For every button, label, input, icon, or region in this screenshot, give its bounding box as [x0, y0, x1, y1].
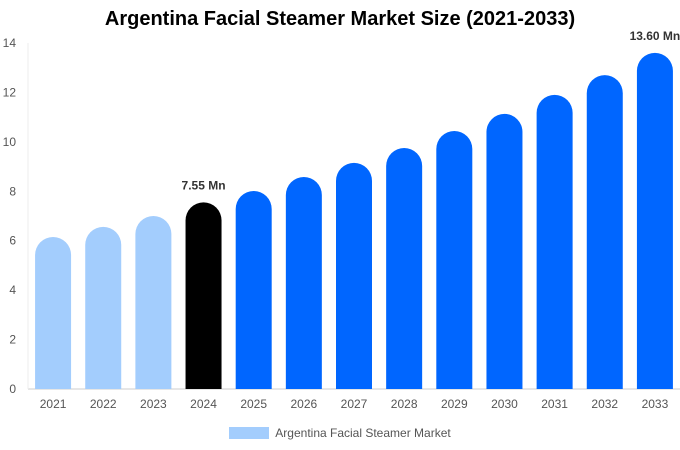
y-tick-label: 6 [9, 234, 16, 248]
bar [436, 130, 473, 390]
y-tick-label: 14 [3, 36, 17, 50]
x-tick-label: 2031 [541, 397, 568, 411]
bar [336, 162, 372, 389]
bar [85, 226, 122, 389]
bar [285, 176, 322, 389]
bar [636, 52, 673, 389]
x-tick-label: 2022 [90, 397, 117, 411]
x-tick-label: 2021 [40, 397, 67, 411]
x-tick-label: 2025 [240, 397, 267, 411]
y-tick-label: 2 [9, 333, 16, 347]
bar [35, 237, 72, 389]
bar [536, 94, 573, 389]
bar [586, 75, 623, 389]
y-tick-label: 4 [9, 283, 16, 297]
x-tick-label: 2030 [491, 397, 518, 411]
x-tick-label: 2032 [591, 397, 618, 411]
y-tick-label: 0 [9, 382, 16, 396]
x-tick-label: 2028 [391, 397, 418, 411]
x-tick-label: 2026 [290, 397, 317, 411]
bar [235, 191, 272, 389]
y-tick-label: 10 [3, 135, 17, 149]
bar [486, 113, 523, 389]
x-tick-label: 2024 [190, 397, 217, 411]
y-tick-label: 8 [9, 184, 16, 198]
legend: Argentina Facial Steamer Market [0, 426, 680, 440]
x-tick-label: 2033 [642, 397, 669, 411]
bar [386, 148, 423, 389]
legend-swatch [229, 427, 270, 439]
data-label: 7.55 Mn [182, 178, 226, 192]
data-label: 13.60 Mn [630, 29, 680, 43]
bar [135, 216, 172, 389]
chart-title: Argentina Facial Steamer Market Size (20… [104, 8, 576, 30]
x-tick-label: 2023 [140, 397, 167, 411]
bar [185, 202, 222, 389]
x-tick-label: 2029 [441, 397, 468, 411]
y-tick-label: 12 [3, 85, 17, 99]
x-tick-label: 2027 [341, 397, 368, 411]
legend-label: Argentina Facial Steamer Market [275, 426, 451, 440]
